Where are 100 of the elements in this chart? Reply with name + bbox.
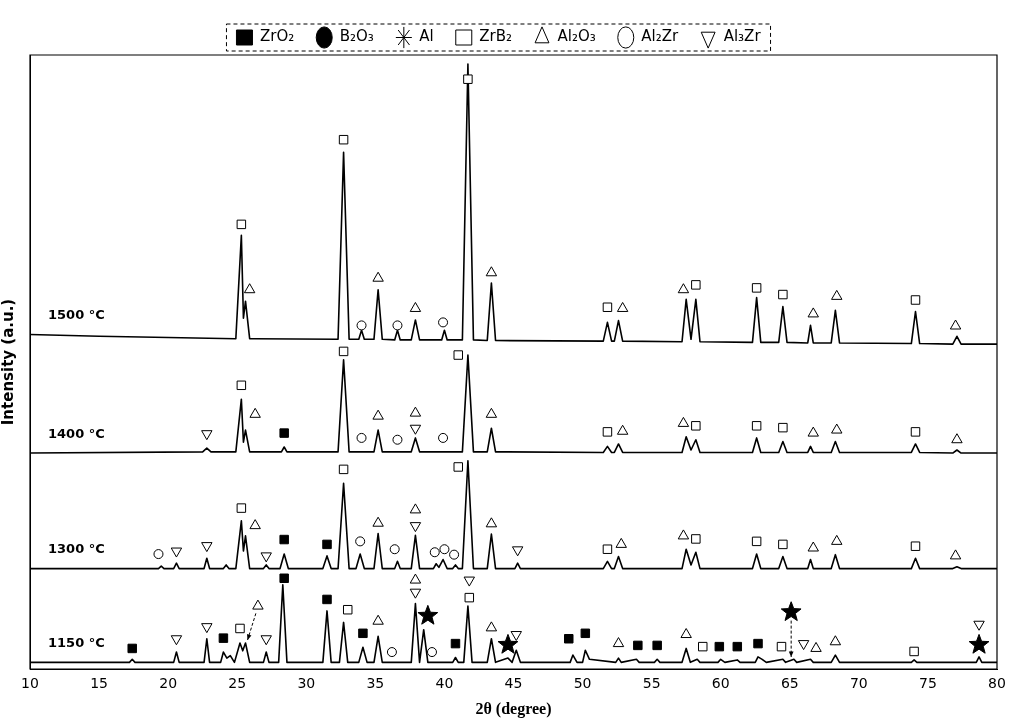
legend-label: ZrB₂ (479, 27, 513, 46)
point (698, 641, 708, 652)
point (485, 407, 498, 418)
point (409, 424, 422, 435)
point (615, 537, 627, 548)
series-label: 1400 °C (48, 425, 105, 441)
point (338, 346, 349, 357)
point (680, 628, 692, 639)
point (279, 534, 289, 545)
point (807, 426, 819, 437)
series-label: 1500 °C (48, 307, 105, 323)
x-tick-label: 35 (366, 675, 385, 692)
point (485, 266, 498, 277)
point (409, 406, 422, 417)
series-label: 1150 °C (48, 635, 105, 651)
point (910, 541, 921, 551)
x-tick-label: 55 (642, 675, 661, 692)
point (973, 620, 985, 631)
legend-label: Al₂Zr (641, 27, 679, 46)
point (778, 422, 788, 433)
point (372, 614, 384, 625)
point (279, 573, 289, 583)
point (677, 529, 690, 540)
point (677, 283, 690, 294)
point (910, 427, 921, 437)
point (807, 541, 819, 552)
point (153, 549, 164, 560)
point (386, 647, 397, 658)
x-tick-label: 20 (159, 675, 178, 692)
legend-label: Al₂O₃ (557, 27, 596, 46)
x-tick-label: 10 (21, 675, 39, 692)
point (249, 519, 261, 530)
point (438, 317, 449, 328)
x-tick-label: 75 (919, 675, 937, 692)
point (372, 271, 384, 282)
point (409, 301, 422, 312)
point (776, 641, 787, 652)
x-tick-label: 25 (228, 675, 247, 692)
point (831, 289, 843, 300)
point (751, 536, 762, 547)
point (429, 547, 440, 558)
point (677, 416, 690, 427)
point (778, 539, 788, 550)
point (260, 552, 272, 563)
x-tick-label: 65 (780, 675, 799, 692)
series-label: 1300 °C (48, 541, 105, 557)
point (612, 637, 625, 648)
point (602, 544, 613, 554)
point (949, 549, 962, 560)
x-tick-label: 80 (988, 675, 1006, 692)
point (485, 621, 498, 632)
point (438, 432, 449, 443)
point (909, 646, 919, 657)
point (338, 464, 349, 475)
point (652, 640, 662, 651)
point (409, 573, 422, 584)
point (236, 503, 247, 513)
point (602, 427, 613, 437)
point (356, 432, 367, 443)
x-tick-label: 70 (849, 675, 868, 692)
legend-label: ZrO₂ (259, 27, 295, 46)
point (751, 283, 762, 293)
point (372, 409, 384, 420)
point (463, 576, 475, 587)
point (753, 638, 763, 649)
point (602, 302, 613, 312)
point (392, 434, 403, 445)
point (236, 380, 247, 391)
point (439, 544, 450, 555)
point (949, 319, 962, 330)
point (829, 635, 842, 646)
point (691, 421, 701, 431)
point (616, 301, 629, 312)
point (392, 320, 403, 331)
x-axis-title: 2θ (degree) (475, 699, 552, 718)
legend-label: Al (419, 27, 434, 46)
point (279, 428, 289, 438)
point (453, 350, 463, 360)
point (951, 433, 963, 444)
x-tick-label: 15 (90, 675, 108, 692)
point (417, 604, 439, 625)
point (243, 283, 256, 294)
point (831, 423, 843, 434)
x-tick-label: 40 (435, 675, 454, 692)
point (342, 604, 353, 615)
x-tick-label: 60 (711, 675, 730, 692)
point (778, 289, 788, 300)
point (464, 592, 475, 603)
point (910, 295, 921, 305)
point (249, 407, 261, 418)
point (409, 503, 422, 514)
legend-label: B₂O₃ (339, 27, 374, 46)
point (389, 544, 400, 555)
point (968, 633, 990, 654)
point (355, 536, 366, 547)
point (564, 634, 574, 644)
point (322, 594, 332, 605)
point (580, 628, 591, 639)
point (356, 320, 367, 331)
point (449, 549, 460, 560)
